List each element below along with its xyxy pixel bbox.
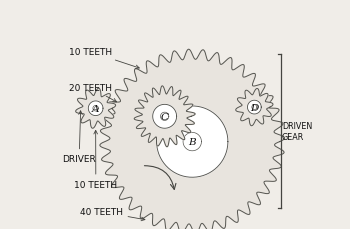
Polygon shape xyxy=(247,101,261,114)
Polygon shape xyxy=(134,86,195,147)
Polygon shape xyxy=(93,106,98,112)
Text: 10 TEETH: 10 TEETH xyxy=(74,131,117,189)
Text: 10 TEETH: 10 TEETH xyxy=(69,48,139,69)
Polygon shape xyxy=(252,105,257,110)
Text: DRIVER: DRIVER xyxy=(62,111,96,164)
Polygon shape xyxy=(100,50,285,229)
Polygon shape xyxy=(76,89,116,129)
Polygon shape xyxy=(156,106,228,177)
Polygon shape xyxy=(183,133,202,151)
Text: D: D xyxy=(250,103,259,112)
Text: DRIVEN
GEAR: DRIVEN GEAR xyxy=(282,122,312,142)
Polygon shape xyxy=(161,113,169,121)
Text: 40 TEETH: 40 TEETH xyxy=(79,207,145,221)
Polygon shape xyxy=(236,89,273,126)
Text: 20 TEETH: 20 TEETH xyxy=(69,84,117,102)
Text: A: A xyxy=(92,104,99,113)
Text: C: C xyxy=(161,112,169,121)
Polygon shape xyxy=(153,105,177,129)
Text: B: B xyxy=(188,137,196,147)
Polygon shape xyxy=(88,101,103,116)
